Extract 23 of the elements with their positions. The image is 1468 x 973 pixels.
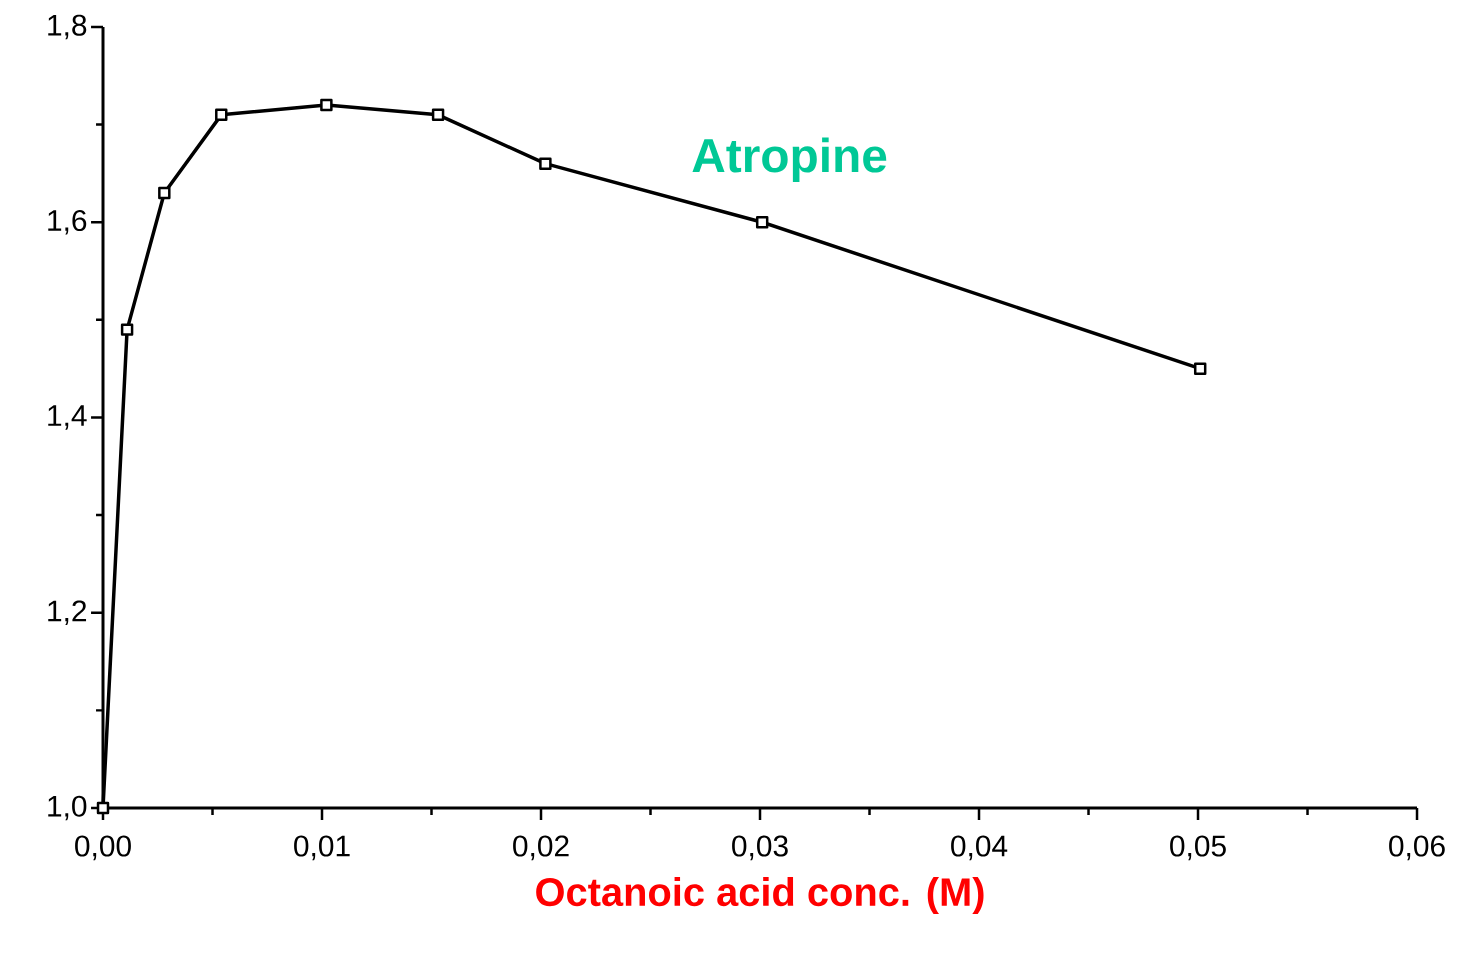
point	[96, 801, 110, 815]
x-tick-label: 0,01	[294, 835, 350, 861]
x-tick-label: 0,04	[951, 835, 1008, 861]
y-tick-label: 1,2	[48, 600, 87, 626]
x-tick-label: 0,00	[75, 835, 131, 861]
x-axis-title: Octanoic acid conc. (M)	[536, 876, 984, 915]
point	[431, 108, 445, 122]
y-tick-label: 1,6	[48, 209, 87, 235]
point	[1193, 362, 1207, 375]
series-label: Atropine	[692, 137, 887, 183]
point	[158, 186, 171, 200]
point	[539, 157, 552, 170]
x-tick-label: 0,02	[513, 835, 569, 861]
x-tick-label: 0,05	[1170, 835, 1226, 861]
y-tick-label: 1,8	[48, 14, 87, 40]
x-tick-label: 0,03	[732, 835, 788, 861]
y-tick-label: 1,0	[48, 795, 87, 821]
point	[755, 216, 769, 229]
point	[120, 323, 134, 336]
x-tick-label: 0,06	[1389, 835, 1445, 861]
point	[320, 98, 333, 112]
point	[215, 108, 228, 122]
y-tick-label: 1,4	[48, 405, 87, 430]
